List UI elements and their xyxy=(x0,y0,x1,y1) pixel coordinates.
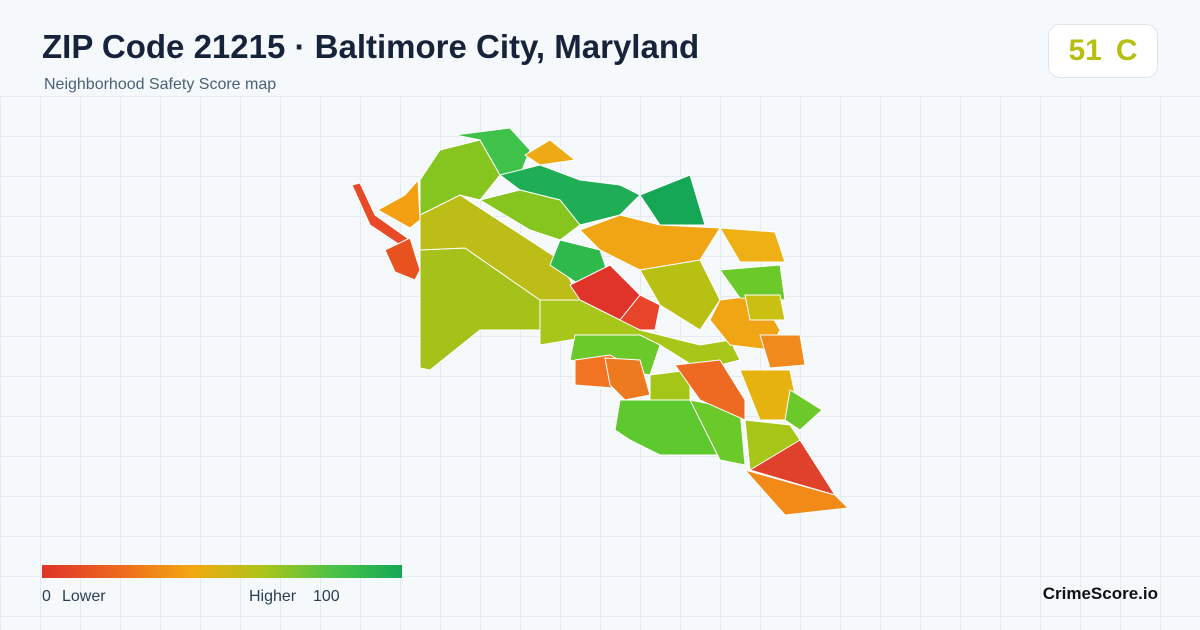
title: ZIP Code 21215 · Baltimore City, Marylan… xyxy=(42,28,700,65)
neighborhood xyxy=(604,357,651,401)
legend-max: 100 xyxy=(313,588,340,605)
legend-low-label: Lower xyxy=(62,588,106,605)
neighborhood xyxy=(384,237,421,281)
legend-min: 0 xyxy=(42,588,51,605)
score-grade: C xyxy=(1115,34,1138,67)
neighborhood xyxy=(744,294,786,321)
neighborhood xyxy=(419,139,501,216)
neighborhood xyxy=(639,174,706,226)
neighborhood xyxy=(719,227,786,263)
neighborhood xyxy=(719,264,786,301)
neighborhood xyxy=(759,334,806,369)
neighborhood xyxy=(376,178,421,229)
neighborhood xyxy=(524,139,577,166)
score-value: 51 xyxy=(1068,34,1102,67)
neighborhood xyxy=(784,389,823,431)
header xyxy=(0,0,1200,96)
neighborhood xyxy=(743,469,850,516)
score-badge: 51 C xyxy=(1048,24,1158,78)
legend-gradient xyxy=(42,565,402,578)
neighborhood xyxy=(639,259,721,331)
neighborhood xyxy=(744,419,801,471)
neighborhood xyxy=(478,189,581,241)
legend-high-label: Higher xyxy=(249,588,297,605)
neighborhood xyxy=(674,359,746,421)
subtitle: Neighborhood Safety Score map xyxy=(44,76,277,93)
brand: CrimeScore.io xyxy=(1042,584,1158,603)
